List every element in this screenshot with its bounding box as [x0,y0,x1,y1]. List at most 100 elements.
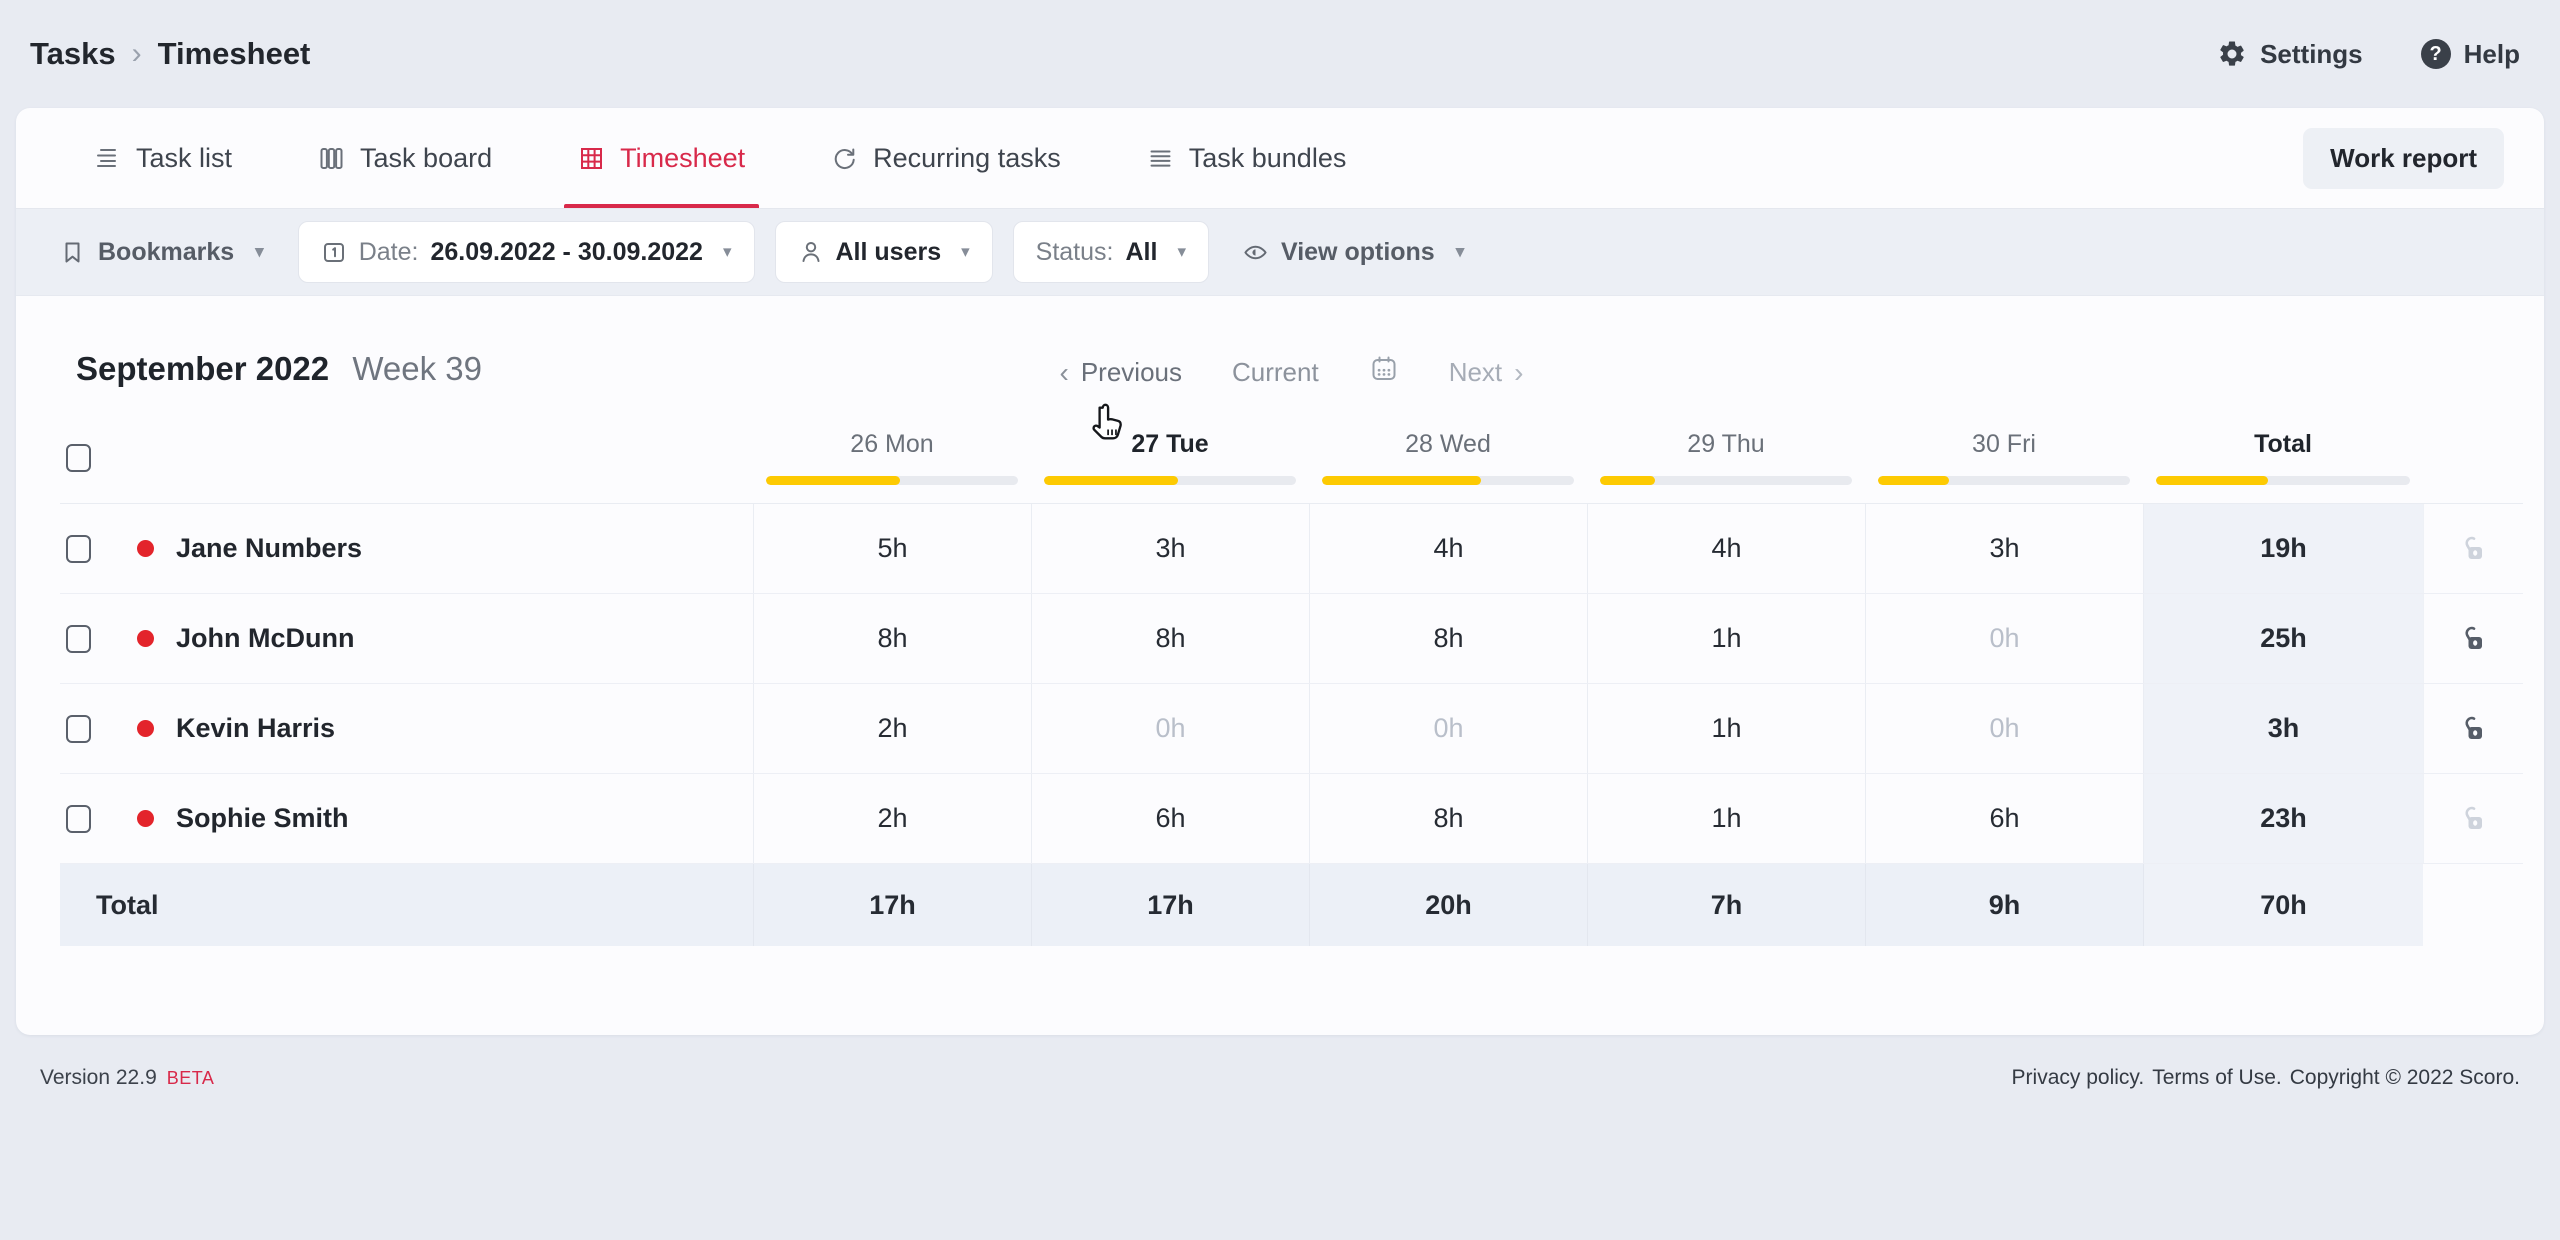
hours-cell[interactable]: 4h [1587,504,1865,593]
tab-task-bundles[interactable]: Task bundles [1147,108,1347,208]
hours-cell[interactable]: 1h [1587,684,1865,773]
lock-cell[interactable] [2423,684,2523,773]
chevron-down-icon: ▾ [1177,242,1186,261]
hours-cell[interactable]: 6h [1865,774,2143,863]
hours-cell[interactable]: 0h [1031,684,1309,773]
help-button[interactable]: ? Help [2420,39,2520,70]
hours-cell[interactable]: 2h [753,684,1031,773]
lock-cell[interactable] [2423,774,2523,863]
month-label: September 2022 [76,350,330,387]
hours-cell[interactable]: 0h [1865,594,2143,683]
hours-cell[interactable]: 8h [1031,594,1309,683]
chevron-down-icon: ▾ [722,242,732,261]
table-row: Kevin Harris 2h 0h 0h 1h 0h 3h [60,684,2523,774]
terms-of-use-link[interactable]: Terms of Use. [2152,1066,2282,1089]
user-name[interactable]: Sophie Smith [176,803,349,833]
next-label: Next [1448,357,1503,387]
beta-badge: BETA [166,1068,215,1088]
column-header-mon: 26 Mon [753,430,1031,485]
user-name[interactable]: John McDunn [176,623,355,653]
tab-timesheet[interactable]: Timesheet [564,108,760,208]
grid-icon [581,147,603,169]
table-row: Jane Numbers 5h 3h 4h 4h 3h 19h [60,504,2523,594]
row-total-cell: 19h [2143,504,2423,593]
calendar-picker-button[interactable] [1369,354,1399,391]
status-filter[interactable]: Status: All ▾ [1012,221,1209,283]
capacity-bar-fill [2156,476,2268,485]
user-name[interactable]: Kevin Harris [176,713,336,743]
main-card: Task list Task board Timesheet Recurring… [16,108,2544,1035]
week-navigation: ‹ Previous Current Next › [1060,354,1524,391]
status-dot [137,540,154,557]
work-report-button[interactable]: Work report [2303,127,2504,189]
current-week-button[interactable]: Current [1231,357,1319,387]
hours-cell[interactable]: 8h [1309,594,1587,683]
hours-cell[interactable]: 4h [1309,504,1587,593]
hours-cell[interactable]: 5h [753,504,1031,593]
tab-recurring-tasks[interactable]: Recurring tasks [831,108,1061,208]
hours-cell[interactable]: 6h [1031,774,1309,863]
table-row: Sophie Smith 2h 6h 8h 1h 6h 23h [60,774,2523,864]
hours-cell[interactable]: 8h [753,594,1031,683]
week-title: September 2022 Week 39 [76,350,482,388]
breadcrumb-section[interactable]: Tasks [30,36,116,71]
lock-cell[interactable] [2423,594,2523,683]
total-hours-cell: 9h [1865,864,2143,946]
eye-icon [1244,245,1267,259]
hours-cell[interactable]: 1h [1587,594,1865,683]
total-hours-cell: 17h [1031,864,1309,946]
row-checkbox[interactable] [66,804,91,833]
tab-label: Task bundles [1188,142,1347,173]
date-filter-value: 26.09.2022 - 30.09.2022 [430,237,703,266]
hours-cell[interactable]: 0h [1865,684,2143,773]
next-week-button[interactable]: Next › [1449,357,1524,389]
status-dot [137,630,154,647]
tab-task-list[interactable]: Task list [94,108,232,208]
chevron-down-icon: ▾ [961,242,970,261]
timesheet-content: September 2022 Week 39 ‹ Previous Curren… [16,342,2544,946]
calendar-icon [323,243,344,262]
table-row: John McDunn 8h 8h 8h 1h 0h 25h [60,594,2523,684]
user-cell: Sophie Smith [60,774,753,863]
previous-week-button[interactable]: ‹ Previous [1060,357,1182,389]
hours-cell[interactable]: 3h [1865,504,2143,593]
row-checkbox[interactable] [66,624,91,653]
week-header: September 2022 Week 39 ‹ Previous Curren… [60,342,2523,406]
capacity-bar-fill [1600,476,1656,485]
capacity-bar [1600,476,1852,485]
users-filter[interactable]: All users ▾ [774,221,993,283]
footer: Version 22.9 BETA Privacy policy. Terms o… [0,1056,2560,1100]
bookmarks-dropdown[interactable]: Bookmarks ▾ [46,238,278,267]
user-icon [802,242,819,262]
unlock-icon [2460,624,2488,654]
tab-task-board[interactable]: Task board [318,108,492,208]
capacity-bar [766,476,1018,485]
previous-label: Previous [1080,357,1182,387]
settings-button[interactable]: Settings [2217,39,2363,70]
status-dot [137,720,154,737]
date-filter[interactable]: Date: 26.09.2022 - 30.09.2022 ▾ [297,221,755,283]
hours-cell[interactable]: 1h [1587,774,1865,863]
bookmarks-label: Bookmarks [98,237,235,266]
version-label: Version 22.9 [40,1066,157,1089]
date-filter-label: Date: [358,237,419,266]
lock-cell[interactable] [2423,504,2523,593]
table-header: 26 Mon 27 Tue 28 Wed 29 Thu 30 Fri [60,430,2523,504]
user-cell: John McDunn [60,594,753,683]
hours-cell[interactable]: 2h [753,774,1031,863]
hours-cell[interactable]: 0h [1309,684,1587,773]
view-options-dropdown[interactable]: View options ▾ [1229,238,1478,267]
tab-label: Task list [136,142,233,173]
hours-cell[interactable]: 3h [1031,504,1309,593]
user-name[interactable]: Jane Numbers [176,533,363,563]
bookmark-icon [65,242,80,262]
row-checkbox[interactable] [66,534,91,563]
hours-cell[interactable]: 8h [1309,774,1587,863]
chevron-down-icon: ▾ [1455,242,1465,261]
select-all-checkbox[interactable] [66,443,91,472]
row-checkbox[interactable] [66,714,91,743]
page-title: Timesheet [157,36,311,71]
chevron-down-icon: ▾ [255,242,264,261]
privacy-policy-link[interactable]: Privacy policy. [2011,1066,2145,1089]
